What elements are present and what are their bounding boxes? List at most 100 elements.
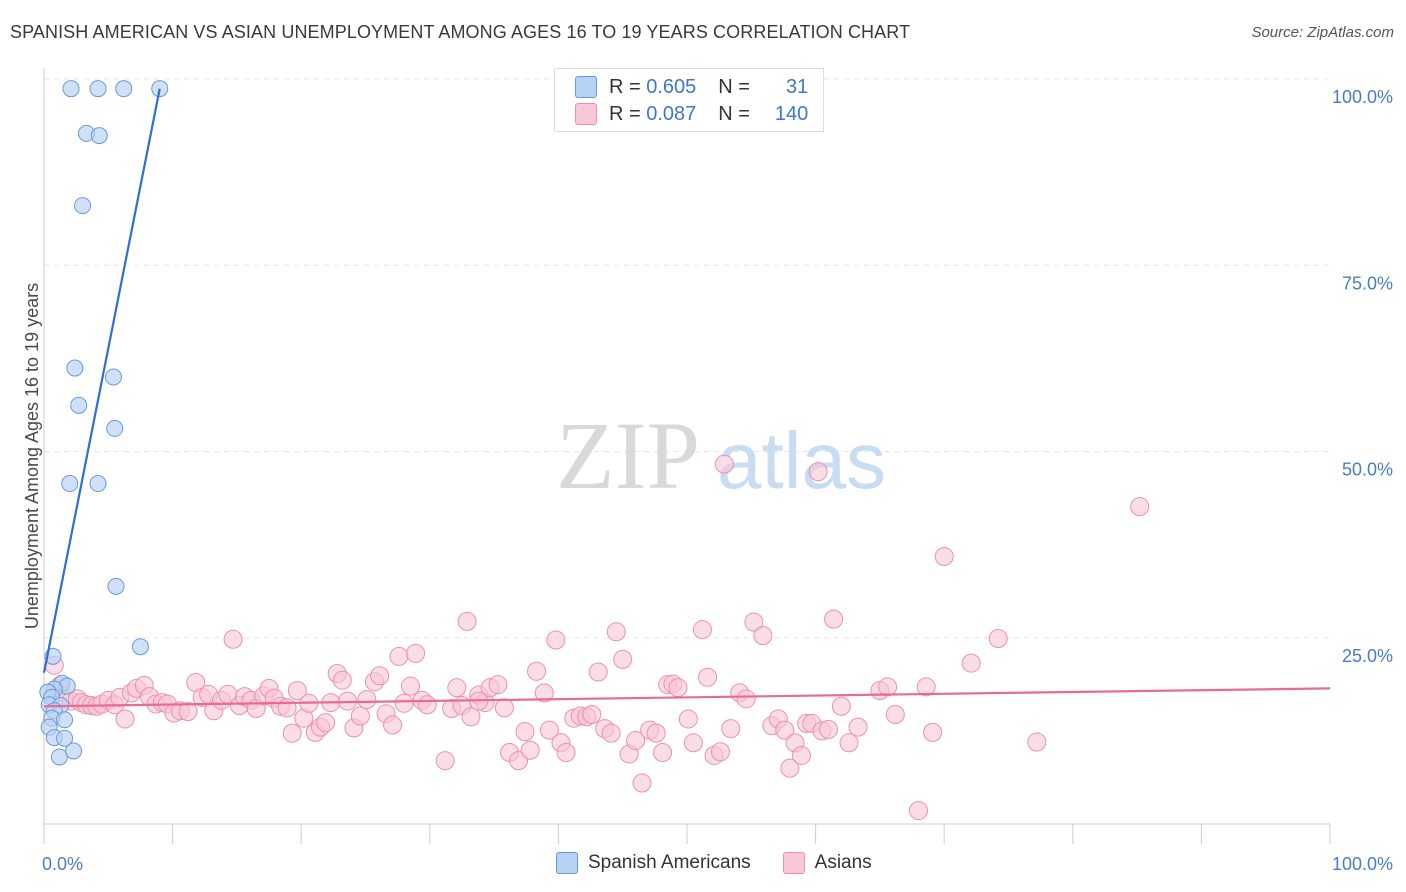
asian-point bbox=[698, 667, 718, 687]
asian-point bbox=[223, 629, 243, 649]
legend-r-value: 0.087 bbox=[646, 102, 697, 125]
legend-r-value: 0.605 bbox=[646, 75, 697, 98]
spanish-american-point bbox=[131, 638, 149, 656]
asian-point bbox=[350, 706, 370, 726]
asian-point bbox=[406, 643, 426, 663]
asian-point bbox=[1130, 497, 1150, 517]
asian-point bbox=[885, 704, 905, 724]
asian-point bbox=[556, 742, 576, 762]
asian-point bbox=[457, 611, 477, 631]
asian-point bbox=[332, 670, 352, 690]
asian-point bbox=[115, 709, 135, 729]
asian-point bbox=[692, 620, 712, 640]
series-swatch-pink bbox=[782, 852, 805, 874]
asian-point bbox=[588, 662, 608, 682]
spanish-american-point bbox=[56, 711, 74, 729]
legend-r-label: R = bbox=[609, 102, 641, 125]
asian-point bbox=[653, 742, 673, 762]
watermark-atlas: atlas bbox=[717, 416, 886, 505]
asian-point bbox=[178, 702, 198, 722]
asian-point bbox=[678, 709, 698, 729]
asian-point bbox=[527, 661, 547, 681]
watermark: ZIP atlas bbox=[556, 402, 886, 509]
spanish-american-point bbox=[89, 475, 107, 493]
spanish-american-point bbox=[61, 475, 79, 493]
series-legend-asians[interactable]: Asians bbox=[782, 852, 872, 874]
y-tick-label: 50.0% bbox=[1342, 460, 1393, 480]
asian-point bbox=[316, 713, 336, 733]
asian-point bbox=[721, 719, 741, 739]
asian-point bbox=[626, 731, 646, 751]
asian-point bbox=[744, 612, 764, 632]
spanish-american-point bbox=[104, 368, 122, 386]
asian-point bbox=[961, 653, 981, 673]
asian-point bbox=[780, 758, 800, 778]
legend-row-asians: R = 0.087 N = 140 bbox=[575, 101, 808, 127]
spanish-american-point bbox=[90, 127, 108, 145]
asian-point bbox=[539, 720, 559, 740]
asian-point bbox=[447, 678, 467, 698]
asian-point bbox=[791, 745, 811, 765]
series-swatch-blue bbox=[556, 852, 578, 874]
tick-labels: 25.0% 50.0% 75.0% 100.0% 0.0% 100.0% bbox=[42, 87, 1393, 874]
spanish-american-point bbox=[74, 197, 92, 215]
asian-point bbox=[839, 733, 859, 753]
spanish-american-point bbox=[70, 396, 88, 414]
asian-point bbox=[683, 733, 703, 753]
asian-point bbox=[848, 717, 868, 737]
asians-trend-line bbox=[43, 687, 1331, 708]
legend-n-value: 140 bbox=[774, 102, 809, 125]
watermark-zip: ZIP bbox=[556, 402, 700, 509]
asian-point bbox=[753, 626, 773, 646]
asian-point bbox=[646, 723, 666, 743]
y-tick-label: 100.0% bbox=[1332, 87, 1393, 107]
series-label: Asians bbox=[814, 852, 872, 873]
series-legend: Spanish Americans Asians bbox=[556, 852, 904, 874]
asian-point bbox=[601, 723, 621, 743]
asian-point bbox=[435, 751, 455, 771]
legend-swatch-pink bbox=[575, 103, 597, 125]
asian-point bbox=[934, 547, 954, 567]
asian-point bbox=[582, 704, 602, 724]
asian-point bbox=[923, 722, 943, 742]
asian-point bbox=[287, 681, 307, 701]
legend-row-spanish-americans: R = 0.605 N = 31 bbox=[575, 74, 808, 100]
spanish-american-point bbox=[89, 80, 107, 98]
x-tick-label: 0.0% bbox=[42, 854, 83, 874]
asian-point bbox=[710, 742, 730, 762]
asian-point bbox=[1027, 732, 1047, 752]
series-legend-spanish-americans[interactable]: Spanish Americans bbox=[556, 852, 751, 874]
spanish-american-point bbox=[115, 80, 133, 98]
asian-point bbox=[389, 646, 409, 666]
series-label: Spanish Americans bbox=[588, 852, 751, 873]
source-note: Source: ZipAtlas.com bbox=[1251, 24, 1394, 41]
asian-point bbox=[520, 740, 540, 760]
spanish-american-point bbox=[50, 748, 68, 766]
legend-n-value: 31 bbox=[786, 75, 809, 98]
asian-point bbox=[370, 666, 390, 686]
spanish-american-point bbox=[62, 80, 80, 98]
asian-point bbox=[401, 676, 421, 696]
asian-point bbox=[831, 696, 851, 716]
asian-point bbox=[632, 773, 652, 793]
asian-point bbox=[383, 715, 403, 735]
y-tick-label: 75.0% bbox=[1342, 273, 1393, 293]
asian-point bbox=[534, 683, 554, 703]
asian-point bbox=[736, 689, 756, 709]
spanish-american-point bbox=[106, 419, 124, 437]
y-tick-label: 25.0% bbox=[1342, 646, 1393, 666]
spanish-americans-trend-line bbox=[42, 88, 161, 673]
asian-point bbox=[714, 454, 734, 474]
spanish-american-point bbox=[107, 577, 125, 595]
legend-n-label: N = bbox=[718, 102, 750, 125]
correlation-legend: R = 0.605 N = 31 R = 0.087 N = 140 bbox=[554, 68, 824, 132]
spanish-american-point bbox=[65, 742, 83, 760]
asian-point bbox=[394, 693, 414, 713]
asian-point bbox=[824, 609, 844, 629]
asian-point bbox=[916, 677, 936, 697]
asian-point bbox=[988, 628, 1008, 648]
spanish-american-point bbox=[66, 359, 84, 377]
asian-point bbox=[488, 675, 508, 695]
y-axis-label: Unemployment Among Ages 16 to 19 years bbox=[22, 283, 42, 629]
